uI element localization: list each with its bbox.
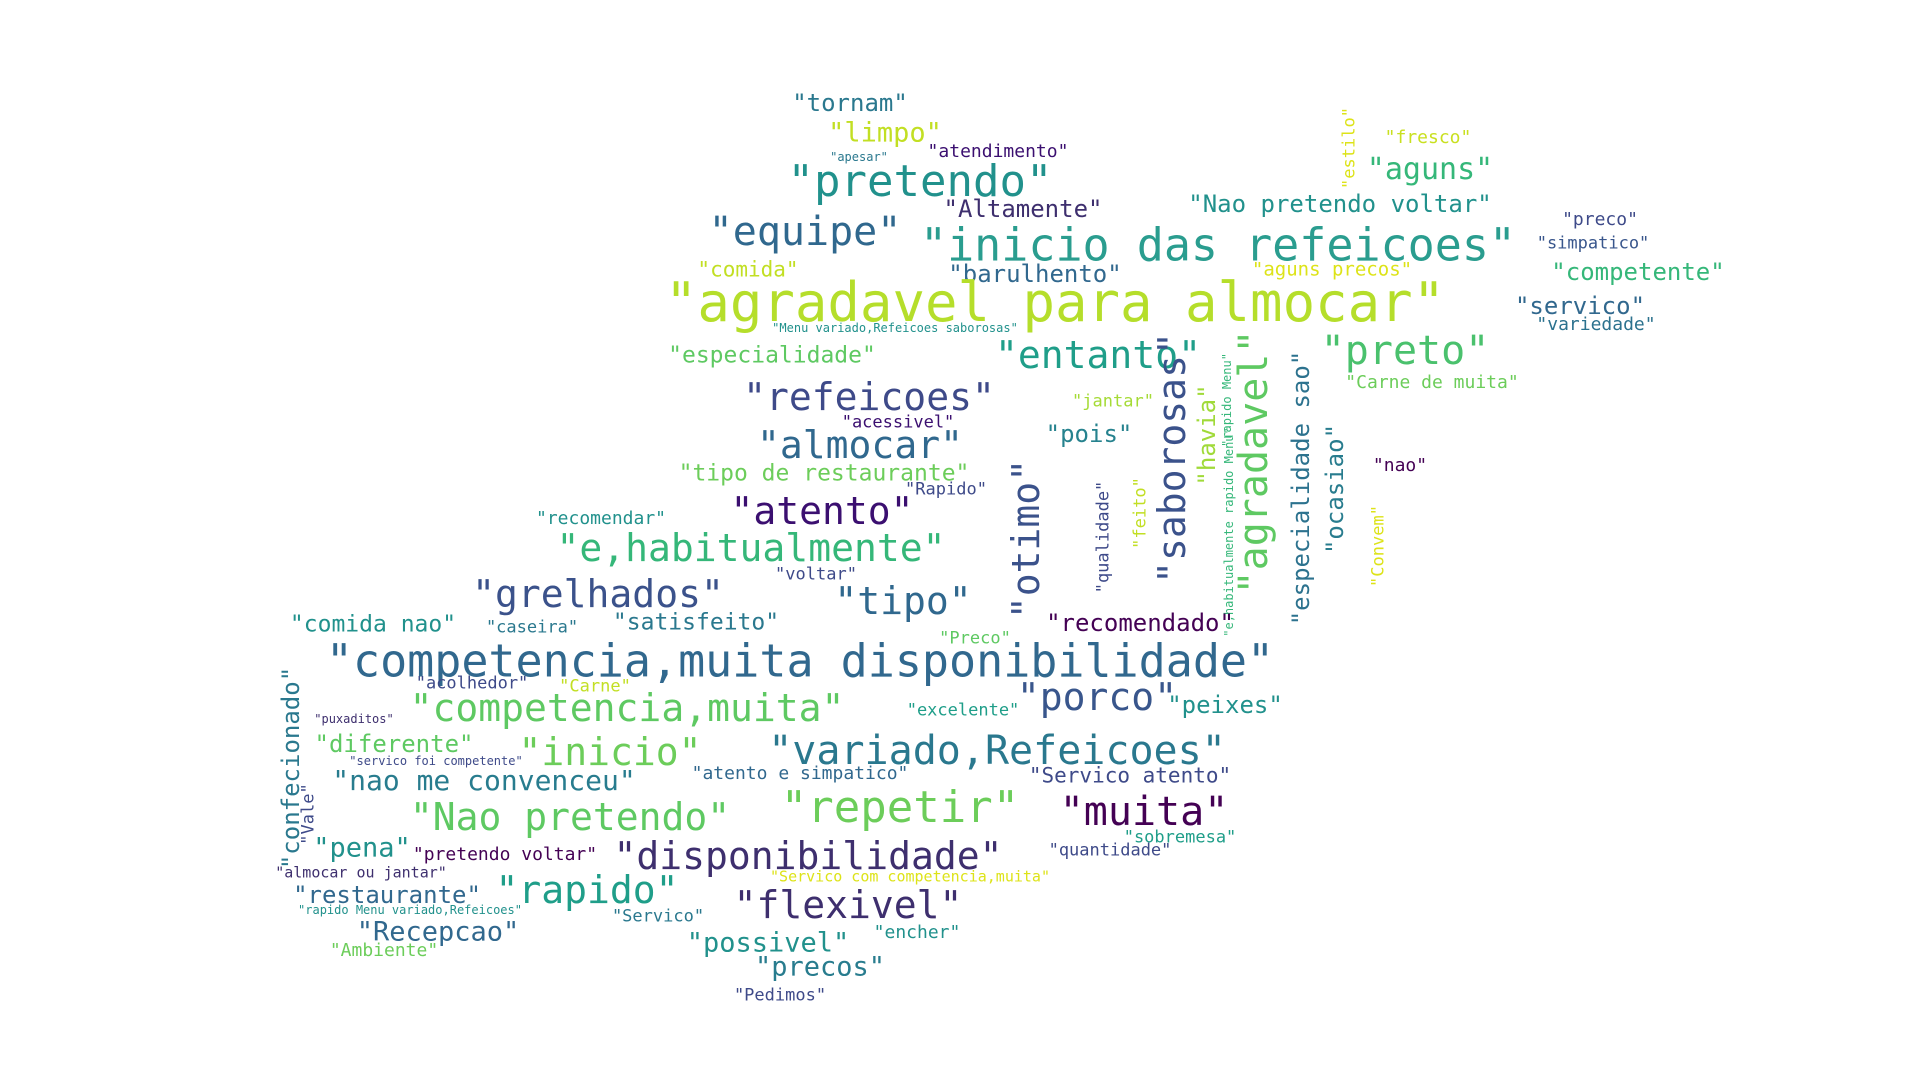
cloud-word: "recomendado" (1046, 609, 1234, 637)
cloud-word: "repetir" (780, 782, 1020, 833)
cloud-word: "precos" (754, 951, 886, 983)
cloud-word: "barulhento" (948, 260, 1122, 288)
cloud-word: "quantidade" (1048, 840, 1172, 861)
cloud-word: "Ambiente" (329, 940, 439, 961)
cloud-word: "muita" (1059, 789, 1229, 835)
cloud-word: "otimo" (1004, 458, 1048, 620)
cloud-word: "rapido Menu variado,Refeicoes" (298, 903, 522, 917)
cloud-word: "ocasiao" (1321, 423, 1349, 555)
cloud-word: "variedade" (1536, 314, 1656, 335)
cloud-word: "grelhados" (472, 572, 724, 616)
cloud-word: "rapido" (495, 868, 679, 912)
cloud-word: "e,habitualmente rapido Menu" (1222, 427, 1236, 637)
cloud-word: "especialidade" (668, 342, 876, 369)
cloud-word: "acolhedor" (415, 673, 529, 694)
cloud-word: "tornam" (792, 89, 908, 117)
cloud-word: "Recepcao" (356, 916, 520, 948)
cloud-word: "preto" (1320, 328, 1490, 374)
cloud-word: "excelente" (906, 700, 1020, 721)
cloud-word: "encher" (873, 922, 961, 943)
cloud-word: "tipo" (834, 579, 972, 623)
cloud-word: "satisfeito" (612, 609, 780, 636)
cloud-word: "comida nao" (289, 611, 457, 638)
cloud-word: "fresco" (1384, 127, 1472, 148)
cloud-word: "Rapido" (905, 479, 987, 500)
cloud-word: "peixes" (1167, 691, 1283, 719)
cloud-word: "variado,Refeicoes" (768, 728, 1226, 774)
cloud-word: "Carne" (559, 676, 631, 697)
cloud-word: "agradavel" (1231, 329, 1277, 595)
cloud-word: "pretendo voltar" (412, 844, 598, 865)
cloud-word: "recomendar" (535, 508, 667, 529)
cloud-word: "almocar" (757, 423, 963, 467)
cloud-word: "restaurante" (293, 881, 481, 909)
cloud-word: "diferente" (314, 730, 474, 758)
cloud-word: "estilo" (1339, 107, 1360, 189)
cloud-word: "puxaditos" (314, 712, 394, 726)
cloud-word: "nao" (1372, 455, 1428, 476)
cloud-word: "Nao pretendo" (409, 795, 731, 839)
cloud-word: "Altamente" (943, 195, 1103, 223)
cloud-word: "disponibilidade" (613, 834, 1003, 878)
cloud-word: "sobremesa" (1123, 827, 1237, 848)
cloud-word: "competencia,muita" (409, 686, 845, 730)
cloud-word: "feito" (1130, 477, 1151, 549)
cloud-word: "Servico" (611, 906, 705, 927)
cloud-word: "atento e simpatico" (691, 763, 909, 784)
cloud-word: "aguns" (1366, 152, 1494, 187)
cloud-word: "Convem" (1368, 505, 1389, 587)
cloud-word: "almocar ou jantar" (275, 863, 447, 882)
cloud-word: "Menu variado,Refeicoes saborosas" (772, 321, 1018, 335)
cloud-word: "simpatico" (1536, 233, 1650, 254)
cloud-word: "Pedimos" (733, 985, 827, 1006)
cloud-word: "entanto" (995, 333, 1201, 377)
cloud-word: "equipe" (708, 209, 902, 255)
cloud-word: "nao me convenceu" (332, 764, 636, 797)
cloud-word: "competencia,muita disponibilidade" (325, 634, 1275, 688)
cloud-word: "voltar" (775, 564, 857, 585)
cloud-word: "pois" (1045, 420, 1133, 448)
cloud-word: "Nao pretendo voltar" (1188, 190, 1492, 218)
cloud-word: "aguns precos" (1251, 258, 1413, 281)
cloud-word: "servico" (1514, 292, 1646, 320)
cloud-word: "preco" (1562, 209, 1638, 230)
cloud-word: "pena" (313, 832, 411, 864)
cloud-word: "porco" (1016, 675, 1178, 719)
cloud-word: "Preco" (939, 628, 1011, 649)
cloud-word: "agradavel para almocar" (664, 271, 1446, 334)
cloud-word: "Carne de muita" (1345, 372, 1519, 393)
cloud-word: "atento" (730, 489, 914, 533)
cloud-word: "servico foi competente" (349, 754, 523, 768)
cloud-word: "competente" (1551, 258, 1725, 286)
cloud-word: "saborosas" (1150, 332, 1194, 584)
cloud-word: "havia" (1193, 384, 1221, 486)
cloud-word: "pretendo" (787, 156, 1053, 207)
cloud-word: "flexivel" (733, 883, 963, 927)
cloud-word: "refeicoes" (743, 375, 995, 419)
cloud-word: "Servico com competencia,muita" (770, 867, 1050, 886)
cloud-word: "comida" (697, 257, 799, 282)
cloud-word: "apesar" (830, 150, 888, 164)
cloud-word: "e,habitualmente" (556, 526, 946, 570)
cloud-word: "inicio das refeicoes" (919, 218, 1517, 272)
cloud-word: "possivel" (686, 927, 850, 959)
cloud-word: "especialidade sao" (1287, 350, 1315, 626)
cloud-word: "inicio" (518, 730, 702, 774)
cloud-word: "jantar" (1072, 391, 1154, 412)
cloud-word: "qualidade" (1093, 480, 1114, 594)
cloud-word: "acessivel" (841, 412, 955, 433)
cloud-word: "atendimento" (927, 141, 1069, 162)
cloud-word: "Servico atento" (1028, 763, 1232, 788)
cloud-word: "tipo de restaurante" (678, 460, 970, 487)
cloud-word: "limpo" (828, 117, 942, 149)
cloud-word: "caseira" (485, 617, 579, 638)
